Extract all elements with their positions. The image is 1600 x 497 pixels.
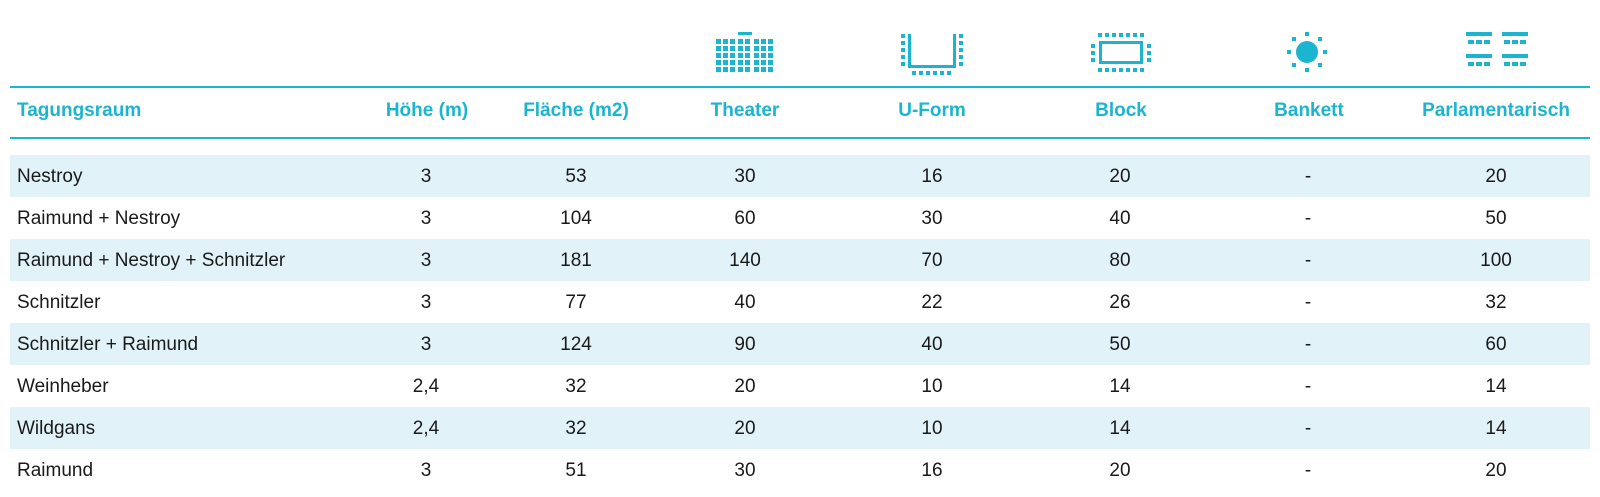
cell-block: 40	[1109, 208, 1131, 229]
cell-uform: 10	[921, 418, 943, 439]
column-header-bankett: Bankett	[1274, 100, 1344, 121]
cell-room: Nestroy	[17, 166, 83, 187]
table-row: Wildgans 2,4 32 20 10 14 - 14	[10, 407, 1590, 449]
cell-area: 77	[565, 292, 587, 313]
cell-uform: 30	[921, 208, 943, 229]
cell-block: 14	[1109, 376, 1131, 397]
cell-room: Schnitzler + Raimund	[17, 334, 199, 355]
cell-height: 2,4	[412, 418, 440, 439]
bankett-seating-icon	[1285, 30, 1329, 78]
cell-bankett: -	[1304, 418, 1312, 439]
table-row: Weinheber 2,4 32 20 10 14 - 14	[10, 365, 1590, 407]
seating-icons-row	[0, 30, 1600, 78]
cell-bankett: -	[1304, 334, 1312, 355]
column-header-uform: U-Form	[898, 100, 966, 121]
column-header-block: Block	[1095, 100, 1147, 121]
cell-height: 3	[420, 250, 432, 271]
table-header: Tagungsraum Höhe (m) Fläche (m2) Theater…	[0, 86, 1600, 138]
cell-height: 3	[420, 166, 432, 187]
cell-block: 26	[1109, 292, 1131, 313]
column-header-height: Höhe (m)	[385, 100, 469, 121]
cell-area: 51	[565, 460, 587, 481]
cell-theater: 40	[734, 292, 756, 313]
block-seating-icon	[1090, 30, 1152, 78]
cell-bankett: -	[1304, 460, 1312, 481]
table-row: Raimund + Nestroy + Schnitzler 3 181 140…	[10, 239, 1590, 281]
cell-parlamentarisch: 14	[1485, 418, 1507, 439]
header-bottom-rule	[10, 137, 1590, 139]
parlamentarisch-seating-icon	[1464, 30, 1530, 78]
cell-theater: 140	[729, 250, 761, 271]
column-header-area: Fläche (m2)	[523, 100, 629, 121]
cell-block: 20	[1109, 460, 1131, 481]
cell-area: 124	[560, 334, 592, 355]
cell-block: 14	[1109, 418, 1131, 439]
cell-theater: 20	[734, 376, 756, 397]
cell-room: Raimund + Nestroy	[17, 208, 181, 229]
cell-area: 53	[565, 166, 587, 187]
cell-area: 32	[565, 418, 587, 439]
cell-bankett: -	[1304, 250, 1312, 271]
table-row: Schnitzler 3 77 40 22 26 - 32	[10, 281, 1590, 323]
cell-uform: 22	[921, 292, 943, 313]
cell-room: Wildgans	[17, 418, 96, 439]
cell-uform: 16	[921, 460, 943, 481]
cell-height: 3	[420, 208, 432, 229]
cell-uform: 40	[921, 334, 943, 355]
cell-block: 20	[1109, 166, 1131, 187]
table-row: Raimund + Nestroy 3 104 60 30 40 - 50	[10, 197, 1590, 239]
cell-height: 2,4	[412, 376, 440, 397]
cell-block: 80	[1109, 250, 1131, 271]
cell-room: Schnitzler	[17, 292, 101, 313]
u-form-seating-icon	[900, 30, 964, 78]
cell-uform: 70	[921, 250, 943, 271]
cell-parlamentarisch: 14	[1485, 376, 1507, 397]
cell-bankett: -	[1304, 208, 1312, 229]
cell-theater: 30	[734, 166, 756, 187]
cell-room: Raimund + Nestroy + Schnitzler	[17, 250, 286, 271]
table-row: Raimund 3 51 30 16 20 - 20	[10, 449, 1590, 491]
column-header-theater: Theater	[710, 100, 780, 121]
cell-area: 32	[565, 376, 587, 397]
column-header-room: Tagungsraum	[17, 100, 142, 121]
theater-seating-icon	[714, 30, 776, 78]
cell-room: Weinheber	[17, 376, 109, 397]
cell-parlamentarisch: 100	[1480, 250, 1512, 271]
cell-theater: 90	[734, 334, 756, 355]
cell-area: 181	[560, 250, 592, 271]
cell-parlamentarisch: 50	[1485, 208, 1507, 229]
cell-theater: 60	[734, 208, 756, 229]
cell-uform: 10	[921, 376, 943, 397]
cell-bankett: -	[1304, 376, 1312, 397]
cell-height: 3	[420, 460, 432, 481]
cell-parlamentarisch: 20	[1485, 460, 1507, 481]
cell-bankett: -	[1304, 166, 1312, 187]
header-top-rule	[10, 86, 1590, 88]
cell-parlamentarisch: 32	[1485, 292, 1507, 313]
cell-parlamentarisch: 20	[1485, 166, 1507, 187]
cell-theater: 30	[734, 460, 756, 481]
cell-height: 3	[420, 334, 432, 355]
cell-room: Raimund	[17, 460, 94, 481]
cell-parlamentarisch: 60	[1485, 334, 1507, 355]
cell-height: 3	[420, 292, 432, 313]
cell-bankett: -	[1304, 292, 1312, 313]
table-row: Schnitzler + Raimund 3 124 90 40 50 - 60	[10, 323, 1590, 365]
cell-theater: 20	[734, 418, 756, 439]
cell-area: 104	[560, 208, 592, 229]
column-header-parlamentarisch: Parlamentarisch	[1422, 100, 1570, 121]
cell-uform: 16	[921, 166, 943, 187]
cell-block: 50	[1109, 334, 1131, 355]
table-row: Nestroy 3 53 30 16 20 - 20	[10, 155, 1590, 197]
